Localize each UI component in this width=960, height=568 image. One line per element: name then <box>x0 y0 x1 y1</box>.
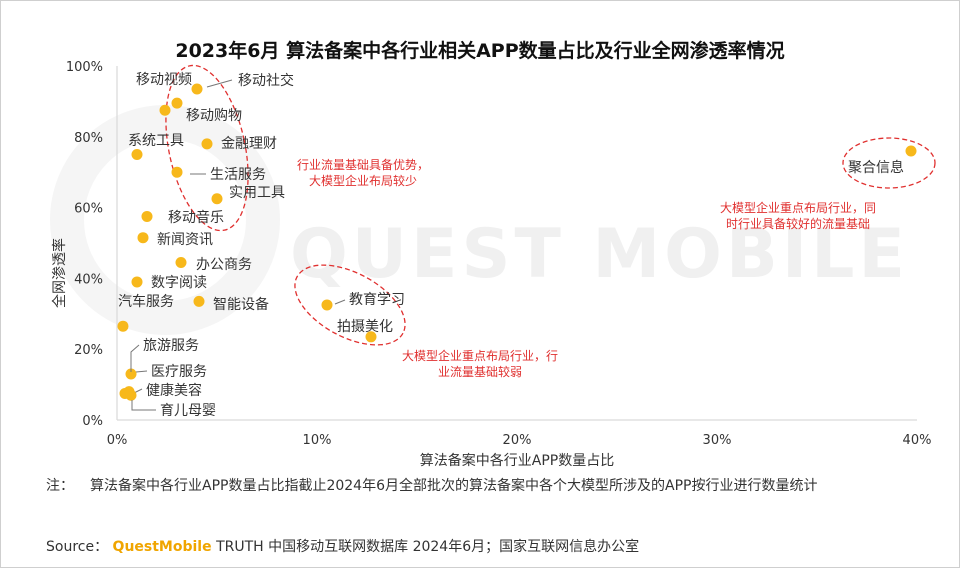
region-ellipse-2 <box>294 264 406 346</box>
label-leader-line <box>334 299 346 305</box>
data-point-label: 新闻资讯 <box>157 232 213 248</box>
data-point-label: 智能设备 <box>213 296 269 313</box>
data-point <box>137 232 149 244</box>
data-point-label: 健康美容 <box>146 382 202 399</box>
x-tick-label: 0% <box>107 433 128 448</box>
label-leader-line <box>131 400 156 411</box>
data-point-label: 医疗服务 <box>151 364 207 380</box>
data-point-label: 数字阅读 <box>151 274 207 291</box>
data-point <box>365 331 377 343</box>
data-point-label: 生活服务 <box>210 167 266 183</box>
annotation-line-1: 行业流量基础具备优势， <box>297 158 429 172</box>
data-point-label: 办公商务 <box>196 257 252 273</box>
data-point-label: 移动音乐 <box>168 209 224 226</box>
source-text: TRUTH 中国移动互联网数据库 2024年6月；国家互联网信息办公室 <box>216 539 640 555</box>
data-point-label: 移动社交 <box>238 72 294 89</box>
data-point-label: 金融理财 <box>221 136 277 152</box>
source-brand: QuestMobile <box>112 539 212 555</box>
annotation-line-2: 业流量基础较弱 <box>438 364 522 379</box>
region-ellipse-1 <box>165 64 249 232</box>
data-point <box>125 368 137 380</box>
annotation-line-2: 时行业具备较好的流量基础 <box>726 216 870 231</box>
data-point <box>171 97 183 109</box>
x-axis-label: 算法备案中各行业APP数量占比 <box>420 452 614 469</box>
data-point <box>905 145 917 157</box>
annotation-line-2: 大模型企业布局较少 <box>309 173 417 188</box>
y-tick-label: 0% <box>82 414 103 429</box>
watermark-text: QUEST MOBILE <box>290 215 909 294</box>
data-point <box>171 166 183 178</box>
footnote: 注： 算法备案中各行业APP数量占比指截止2024年6月全部批次的算法备案中各个大… <box>46 475 817 495</box>
data-point <box>201 138 213 150</box>
data-point <box>131 149 143 160</box>
data-point <box>125 389 137 401</box>
data-point <box>321 299 333 311</box>
label-leader-line <box>206 79 233 88</box>
data-point-label: 移动视频 <box>136 72 192 88</box>
label-leader-line <box>135 370 148 373</box>
annotation-line-1: 大模型企业重点布局行业，行 <box>402 348 558 363</box>
data-point-label: 移动购物 <box>186 108 242 124</box>
data-point-label: 实用工具 <box>229 185 285 201</box>
data-point-label: 拍摄美化 <box>337 319 393 335</box>
y-tick-label: 40% <box>74 272 103 287</box>
data-point-label: 系统工具 <box>128 133 184 149</box>
chart-title: 2023年6月 算法备案中各行业相关APP数量占比及行业全网渗透率情况 <box>175 40 785 62</box>
y-tick-label: 60% <box>74 202 103 217</box>
data-point-label: 汽车服务 <box>118 293 174 310</box>
x-tick-label: 30% <box>703 433 732 448</box>
footnote-label: 注： <box>46 478 74 494</box>
data-point-label: 教育学习 <box>349 292 405 308</box>
data-point <box>191 83 203 95</box>
data-point <box>131 276 143 288</box>
data-point-label: 旅游服务 <box>143 338 199 354</box>
data-point <box>193 295 205 307</box>
region-ellipse-3 <box>842 137 936 189</box>
x-tick-label: 40% <box>903 433 932 448</box>
y-tick-label: 100% <box>66 60 103 75</box>
data-point <box>141 210 153 222</box>
data-point <box>175 256 187 268</box>
y-tick-label: 80% <box>74 131 103 146</box>
data-point-label: 聚合信息 <box>848 159 904 176</box>
annotation-line-1: 大模型企业重点布局行业，同 <box>720 200 876 215</box>
source-line: Source： QuestMobile TRUTH 中国移动互联网数据库 202… <box>46 536 639 556</box>
data-point <box>117 320 129 332</box>
x-tick-label: 10% <box>303 433 332 448</box>
y-axis-label: 全网渗透率 <box>51 238 68 308</box>
x-tick-label: 20% <box>503 433 532 448</box>
data-point <box>211 193 223 205</box>
data-point <box>159 104 171 116</box>
data-point-label: 育儿母婴 <box>160 403 216 419</box>
source-label: Source： <box>46 539 109 555</box>
y-tick-label: 20% <box>74 343 103 358</box>
label-leader-line <box>130 344 140 372</box>
footnote-text: 算法备案中各行业APP数量占比指截止2024年6月全部批次的算法备案中各个大模型… <box>90 478 818 494</box>
